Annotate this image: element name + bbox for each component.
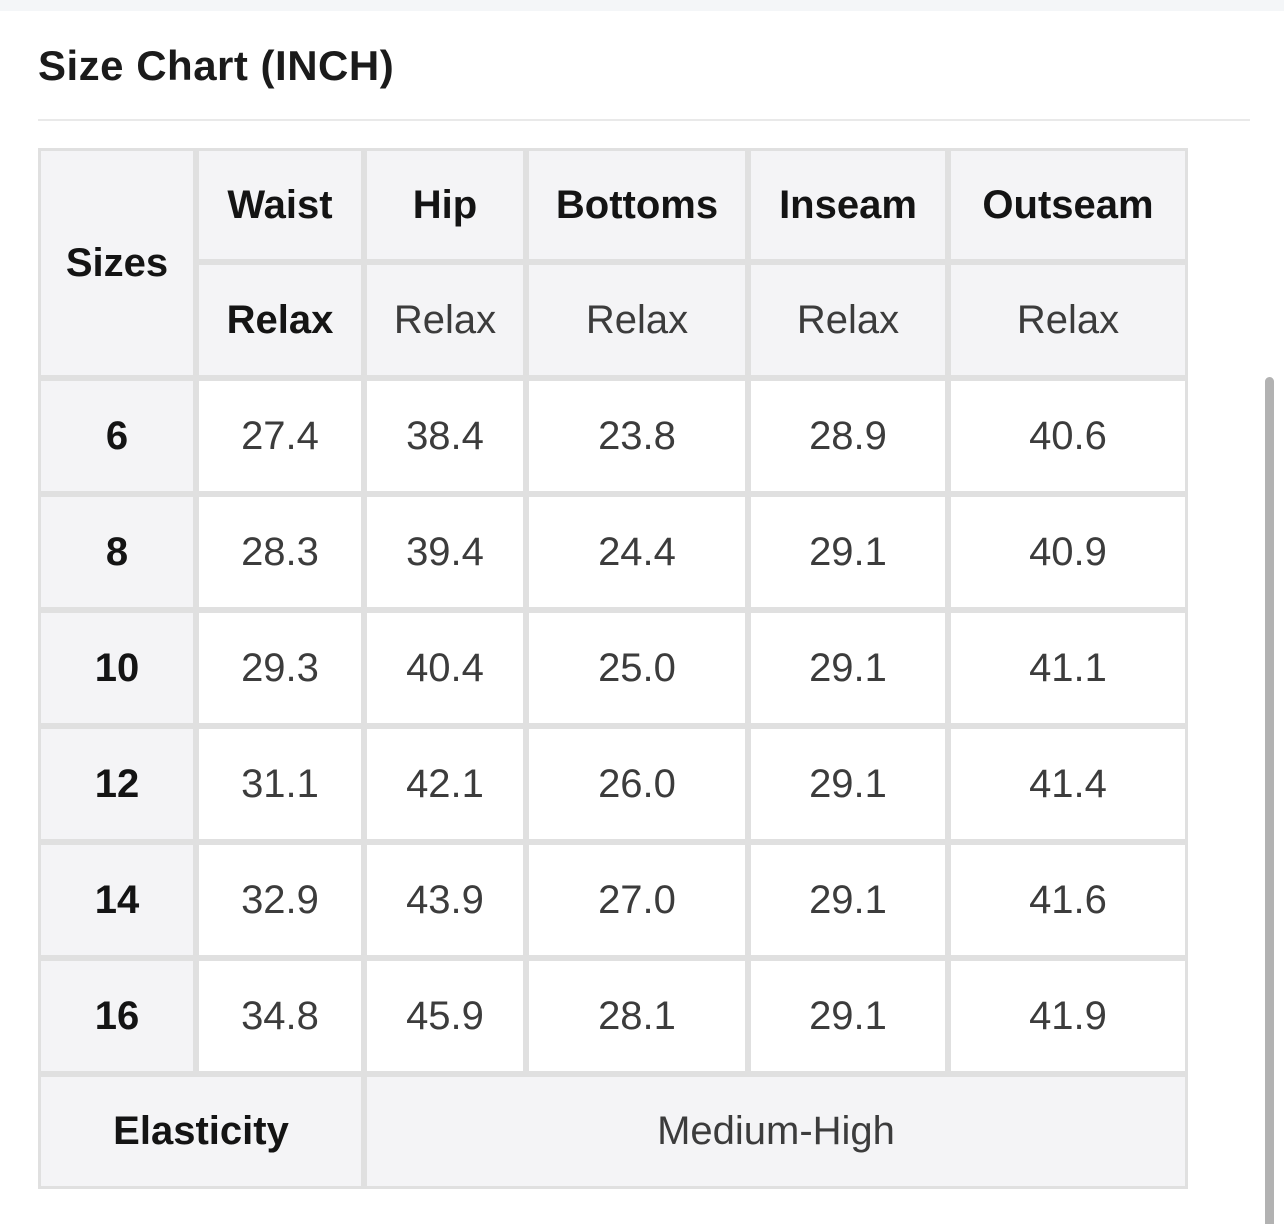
size-chart-table: Sizes Waist Hip Bottoms Inseam Outseam R…	[38, 148, 1188, 1189]
measurement-cell: 28.3	[196, 494, 364, 610]
page-title: Size Chart (INCH)	[38, 42, 395, 89]
fit-label-waist: Relax	[196, 262, 364, 378]
measurement-cell: 29.3	[196, 610, 364, 726]
top-separator-strip	[0, 0, 1284, 11]
measurement-cell: 40.4	[364, 610, 526, 726]
measurement-cell: 41.6	[948, 842, 1188, 958]
table-row-size-14: 14 32.9 43.9 27.0 29.1 41.6	[38, 842, 1188, 958]
size-cell: 10	[38, 610, 196, 726]
size-cell: 8	[38, 494, 196, 610]
measurement-cell: 42.1	[364, 726, 526, 842]
measurement-cell: 40.9	[948, 494, 1188, 610]
measurement-cell: 29.1	[748, 842, 948, 958]
fit-label-hip: Relax	[364, 262, 526, 378]
measurement-cell: 28.1	[526, 958, 748, 1074]
measurement-cell: 27.0	[526, 842, 748, 958]
column-header-waist: Waist	[196, 148, 364, 262]
fit-label-inseam: Relax	[748, 262, 948, 378]
measurement-cell: 34.8	[196, 958, 364, 1074]
measurement-cell: 29.1	[748, 610, 948, 726]
table-row-size-6: 6 27.4 38.4 23.8 28.9 40.6	[38, 378, 1188, 494]
size-chart-panel: Size Chart (INCH) Sizes Waist Hip Bottom…	[38, 11, 1250, 1189]
elasticity-label: Elasticity	[38, 1074, 364, 1189]
column-header-inseam: Inseam	[748, 148, 948, 262]
column-header-bottoms: Bottoms	[526, 148, 748, 262]
measurement-cell: 28.9	[748, 378, 948, 494]
table-row-elasticity: Elasticity Medium-High	[38, 1074, 1188, 1189]
measurement-cell: 40.6	[948, 378, 1188, 494]
measurement-cell: 25.0	[526, 610, 748, 726]
measurement-cell: 29.1	[748, 958, 948, 1074]
measurement-cell: 39.4	[364, 494, 526, 610]
measurement-cell: 45.9	[364, 958, 526, 1074]
size-cell: 16	[38, 958, 196, 1074]
size-cell: 14	[38, 842, 196, 958]
table-row-size-12: 12 31.1 42.1 26.0 29.1 41.4	[38, 726, 1188, 842]
column-header-hip: Hip	[364, 148, 526, 262]
measurement-cell: 26.0	[526, 726, 748, 842]
measurement-cell: 27.4	[196, 378, 364, 494]
measurement-cell: 43.9	[364, 842, 526, 958]
table-row-size-8: 8 28.3 39.4 24.4 29.1 40.9	[38, 494, 1188, 610]
measurement-cell: 31.1	[196, 726, 364, 842]
table-row-size-10: 10 29.3 40.4 25.0 29.1 41.1	[38, 610, 1188, 726]
measurement-cell: 24.4	[526, 494, 748, 610]
size-cell: 12	[38, 726, 196, 842]
elasticity-value: Medium-High	[364, 1074, 1188, 1189]
header-row-fit: Relax Relax Relax Relax Relax	[38, 262, 1188, 378]
sizes-corner-header: Sizes	[38, 148, 196, 378]
measurement-cell: 29.1	[748, 726, 948, 842]
measurement-cell: 32.9	[196, 842, 364, 958]
measurement-cell: 29.1	[748, 494, 948, 610]
fit-label-bottoms: Relax	[526, 262, 748, 378]
measurement-cell: 38.4	[364, 378, 526, 494]
column-header-outseam: Outseam	[948, 148, 1188, 262]
measurement-cell: 41.1	[948, 610, 1188, 726]
measurement-cell: 23.8	[526, 378, 748, 494]
title-divider	[38, 119, 1250, 121]
measurement-cell: 41.4	[948, 726, 1188, 842]
size-cell: 6	[38, 378, 196, 494]
table-row-size-16: 16 34.8 45.9 28.1 29.1 41.9	[38, 958, 1188, 1074]
fit-label-outseam: Relax	[948, 262, 1188, 378]
header-row-measurements: Sizes Waist Hip Bottoms Inseam Outseam	[38, 148, 1188, 378]
measurement-cell: 41.9	[948, 958, 1188, 1074]
vertical-scrollbar-thumb[interactable]	[1265, 377, 1274, 1224]
